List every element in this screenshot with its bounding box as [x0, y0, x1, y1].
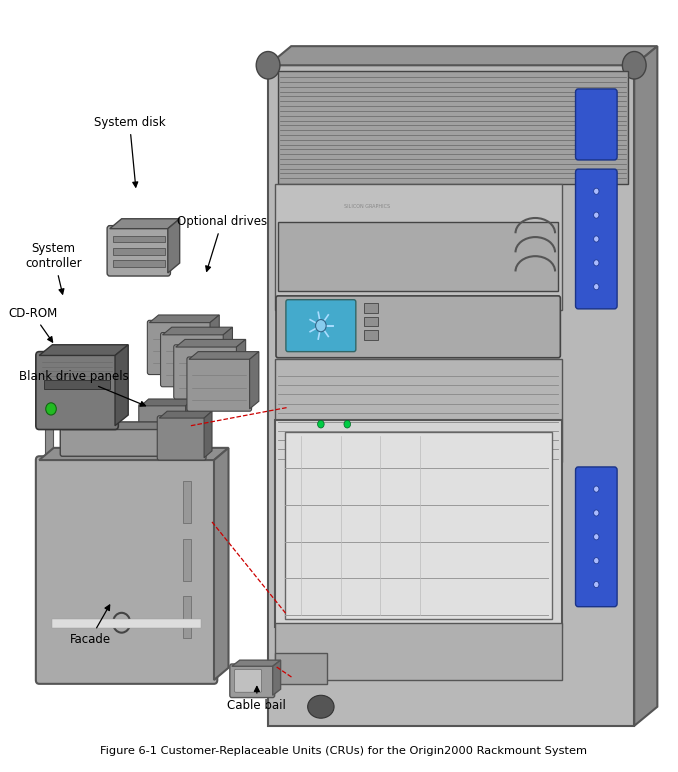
Bar — [183, 482, 191, 523]
FancyBboxPatch shape — [161, 333, 225, 387]
FancyBboxPatch shape — [139, 404, 188, 448]
Bar — [364, 330, 378, 340]
Polygon shape — [39, 345, 128, 355]
FancyBboxPatch shape — [36, 456, 217, 684]
Polygon shape — [268, 46, 658, 66]
Bar — [364, 317, 378, 327]
Circle shape — [594, 581, 599, 587]
Polygon shape — [237, 340, 245, 397]
Bar — [364, 303, 378, 313]
Text: Figure 6-1 Customer-Replaceable Units (CRUs) for the Origin2000 Rackmount System: Figure 6-1 Customer-Replaceable Units (C… — [100, 747, 587, 757]
Polygon shape — [232, 660, 281, 666]
Polygon shape — [141, 399, 193, 406]
Bar — [275, 184, 561, 310]
Polygon shape — [223, 327, 233, 384]
FancyBboxPatch shape — [157, 416, 206, 460]
Polygon shape — [250, 351, 259, 409]
Bar — [278, 70, 628, 184]
Polygon shape — [210, 315, 219, 372]
FancyBboxPatch shape — [230, 664, 275, 698]
FancyBboxPatch shape — [36, 351, 119, 429]
Circle shape — [622, 52, 646, 79]
FancyBboxPatch shape — [60, 427, 193, 456]
Bar — [183, 539, 191, 581]
Circle shape — [594, 486, 599, 492]
Bar — [113, 260, 165, 267]
Text: SILICON GRAPHICS: SILICON GRAPHICS — [344, 204, 390, 209]
FancyBboxPatch shape — [576, 89, 617, 160]
FancyBboxPatch shape — [286, 300, 356, 351]
Polygon shape — [204, 411, 212, 458]
Circle shape — [45, 403, 56, 415]
Polygon shape — [115, 345, 128, 425]
Polygon shape — [159, 411, 212, 418]
Bar — [275, 421, 561, 627]
Circle shape — [594, 260, 599, 266]
Circle shape — [594, 510, 599, 516]
Polygon shape — [176, 340, 245, 347]
Polygon shape — [214, 448, 228, 680]
Bar — [45, 422, 53, 680]
Polygon shape — [163, 327, 233, 335]
Bar — [200, 422, 208, 680]
Text: System disk: System disk — [94, 116, 165, 187]
Bar — [113, 248, 165, 255]
Ellipse shape — [308, 696, 334, 718]
FancyBboxPatch shape — [174, 345, 239, 399]
Circle shape — [256, 52, 280, 79]
Circle shape — [315, 320, 326, 332]
Polygon shape — [62, 422, 200, 429]
Bar — [45, 380, 110, 389]
Circle shape — [594, 283, 599, 290]
Bar — [113, 235, 165, 242]
Circle shape — [594, 212, 599, 218]
FancyBboxPatch shape — [187, 357, 252, 411]
Bar — [268, 66, 634, 726]
FancyBboxPatch shape — [147, 320, 212, 374]
Polygon shape — [149, 315, 219, 323]
Bar — [52, 619, 201, 628]
Text: Facade: Facade — [69, 605, 111, 646]
Bar — [275, 653, 327, 684]
Bar — [285, 432, 552, 619]
FancyBboxPatch shape — [235, 669, 262, 692]
Polygon shape — [167, 218, 180, 273]
Bar — [278, 222, 559, 290]
Polygon shape — [110, 218, 180, 229]
Text: Blank drive panels: Blank drive panels — [18, 370, 146, 406]
FancyBboxPatch shape — [276, 296, 560, 357]
Text: CD-ROM: CD-ROM — [8, 307, 57, 342]
Circle shape — [594, 236, 599, 242]
Circle shape — [594, 188, 599, 195]
Polygon shape — [634, 46, 658, 726]
Bar — [275, 623, 561, 680]
Circle shape — [594, 533, 599, 540]
FancyBboxPatch shape — [576, 169, 617, 309]
Circle shape — [344, 421, 351, 428]
Bar — [275, 359, 561, 462]
Text: Optional drives: Optional drives — [177, 215, 267, 271]
FancyBboxPatch shape — [107, 225, 170, 276]
Bar — [183, 596, 191, 638]
Polygon shape — [39, 448, 228, 460]
Polygon shape — [189, 351, 259, 359]
Circle shape — [317, 421, 324, 428]
Polygon shape — [186, 399, 193, 445]
Text: Cable bail: Cable bail — [227, 686, 286, 712]
Text: System
controller: System controller — [25, 242, 82, 294]
Polygon shape — [273, 660, 281, 696]
FancyBboxPatch shape — [576, 467, 617, 607]
Circle shape — [594, 557, 599, 564]
